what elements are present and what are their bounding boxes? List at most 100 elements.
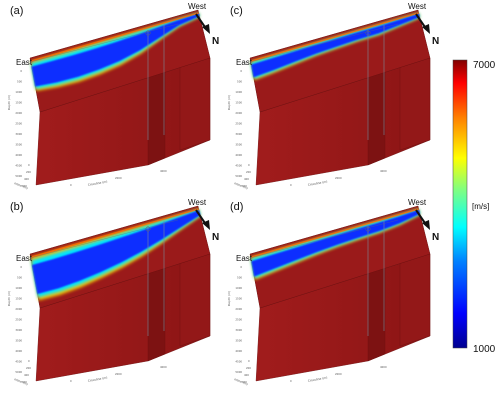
panel-label: (b): [10, 201, 23, 213]
depth-tick-label: 4000: [235, 349, 242, 353]
crossline-tick-label: 4000: [380, 169, 387, 173]
marker-icon: [145, 226, 151, 232]
crossline-tick-label: 2000: [115, 176, 122, 180]
inline-tick-label: 400: [244, 373, 249, 377]
depth-tick-label: 0: [20, 69, 22, 73]
inline-axis-label: Inline (m): [14, 377, 29, 386]
inline-tick-label: 400: [24, 177, 29, 181]
crossline-tick-label: 2000: [115, 372, 122, 376]
inline-tick-label: 0: [248, 359, 250, 363]
inline-tick-label: 600: [22, 380, 27, 384]
crossline-axis-label: Crossline (m): [307, 180, 327, 187]
inline-axis-label: Inline (m): [234, 181, 249, 190]
profile-line: [29, 23, 179, 63]
panel-a: (a)EastWestN0500100015002000250030003500…: [7, 2, 219, 190]
depth-tick-label: 4500: [15, 360, 22, 364]
depth-tick-label: 0: [240, 265, 242, 269]
north-label: N: [432, 36, 439, 47]
crossline-tick-label: 4000: [380, 365, 387, 369]
crossline-tick-label: 0: [70, 183, 72, 187]
depth-tick-label: 4000: [235, 153, 242, 157]
colorbar: 7000 [m/s] 1000: [452, 59, 496, 355]
marker-icon: [145, 30, 151, 36]
crossline-tick-label: 4000: [160, 169, 167, 173]
side-slice-wall: [399, 57, 431, 151]
west-label: West: [188, 2, 207, 11]
depth-tick-label: 500: [237, 276, 242, 280]
crossline-axis-label: Crossline (m): [87, 376, 107, 383]
inline-tick-label: 0: [28, 359, 30, 363]
depth-axis-label: Depth (m): [227, 291, 231, 306]
inline-axis-label: Inline (m): [14, 181, 29, 190]
inline-tick-label: 200: [246, 366, 251, 370]
depth-tick-label: 1500: [15, 297, 22, 301]
top-surface-slice: [249, 9, 431, 113]
crossline-tick-label: 0: [70, 379, 72, 383]
panel-label: (d): [230, 201, 243, 213]
profile-line: [29, 219, 179, 259]
panel-label: (a): [10, 5, 23, 17]
inline-tick-label: 600: [22, 184, 27, 188]
depth-tick-label: 500: [17, 276, 22, 280]
inline-tick-label: 400: [24, 373, 29, 377]
marker-icon: [365, 226, 371, 232]
depth-tick-label: 4500: [235, 360, 242, 364]
north-arrow-head: [202, 24, 210, 34]
north-label: N: [212, 36, 219, 47]
north-arrow-head: [422, 220, 430, 230]
crossline-tick-label: 2000: [335, 176, 342, 180]
depth-tick-label: 2000: [15, 307, 22, 311]
depth-tick-label: 2000: [235, 111, 242, 115]
ridge-rim: [250, 12, 419, 62]
depth-tick-label: 4000: [15, 349, 22, 353]
depth-tick-label: 0: [240, 69, 242, 73]
depth-tick-label: 3000: [235, 328, 242, 332]
profile-line: [249, 23, 399, 63]
inline-slice-wall: [147, 262, 166, 362]
top-surface-slice: [249, 205, 431, 309]
depth-tick-label: 3500: [235, 143, 242, 147]
ridge-rim: [30, 208, 199, 258]
depth-tick-label: 1000: [15, 286, 22, 290]
side-slice-wall: [179, 253, 211, 347]
depth-tick-label: 2000: [15, 111, 22, 115]
ridge-rim: [30, 12, 199, 62]
depth-tick-label: 2000: [235, 307, 242, 311]
velocity-blue-core: [32, 210, 201, 294]
depth-tick-label: 3000: [235, 132, 242, 136]
depth-tick-label: 0: [20, 265, 22, 269]
marker-icon: [365, 30, 371, 36]
west-label: West: [408, 2, 427, 11]
depth-axis-label: Depth (m): [7, 291, 11, 306]
inline-tick-label: 0: [28, 163, 30, 167]
north-label: N: [432, 232, 439, 243]
depth-tick-label: 5000: [235, 174, 242, 178]
depth-tick-label: 3500: [235, 339, 242, 343]
depth-tick-label: 5000: [235, 370, 242, 374]
depth-tick-label: 1500: [235, 101, 242, 105]
crossline-tick-label: 2000: [335, 372, 342, 376]
east-label: East: [16, 254, 33, 263]
crossline-tick-label: 4000: [160, 365, 167, 369]
velocity-blue-core: [251, 209, 420, 277]
panel-d: (d)EastWestN0500100015002000250030003500…: [227, 198, 439, 386]
side-slice-wall: [179, 57, 211, 151]
inline-axis-label: Inline (m): [234, 377, 249, 386]
inline-tick-label: 0: [248, 163, 250, 167]
depth-tick-label: 500: [17, 80, 22, 84]
colorbar-gradient: [452, 59, 468, 349]
depth-tick-label: 2500: [15, 318, 22, 322]
depth-tick-label: 500: [237, 80, 242, 84]
colorbar-min-label: 1000: [473, 344, 496, 355]
inline-tick-label: 200: [246, 170, 251, 174]
inline-tick-label: 600: [242, 380, 247, 384]
crossline-tick-label: 0: [290, 183, 292, 187]
profile-line: [249, 219, 399, 259]
depth-tick-label: 1000: [235, 90, 242, 94]
depth-tick-label: 1000: [235, 286, 242, 290]
east-label: East: [236, 254, 253, 263]
east-label: East: [16, 58, 33, 67]
depth-tick-label: 4500: [15, 164, 22, 168]
north-label: N: [212, 232, 219, 243]
